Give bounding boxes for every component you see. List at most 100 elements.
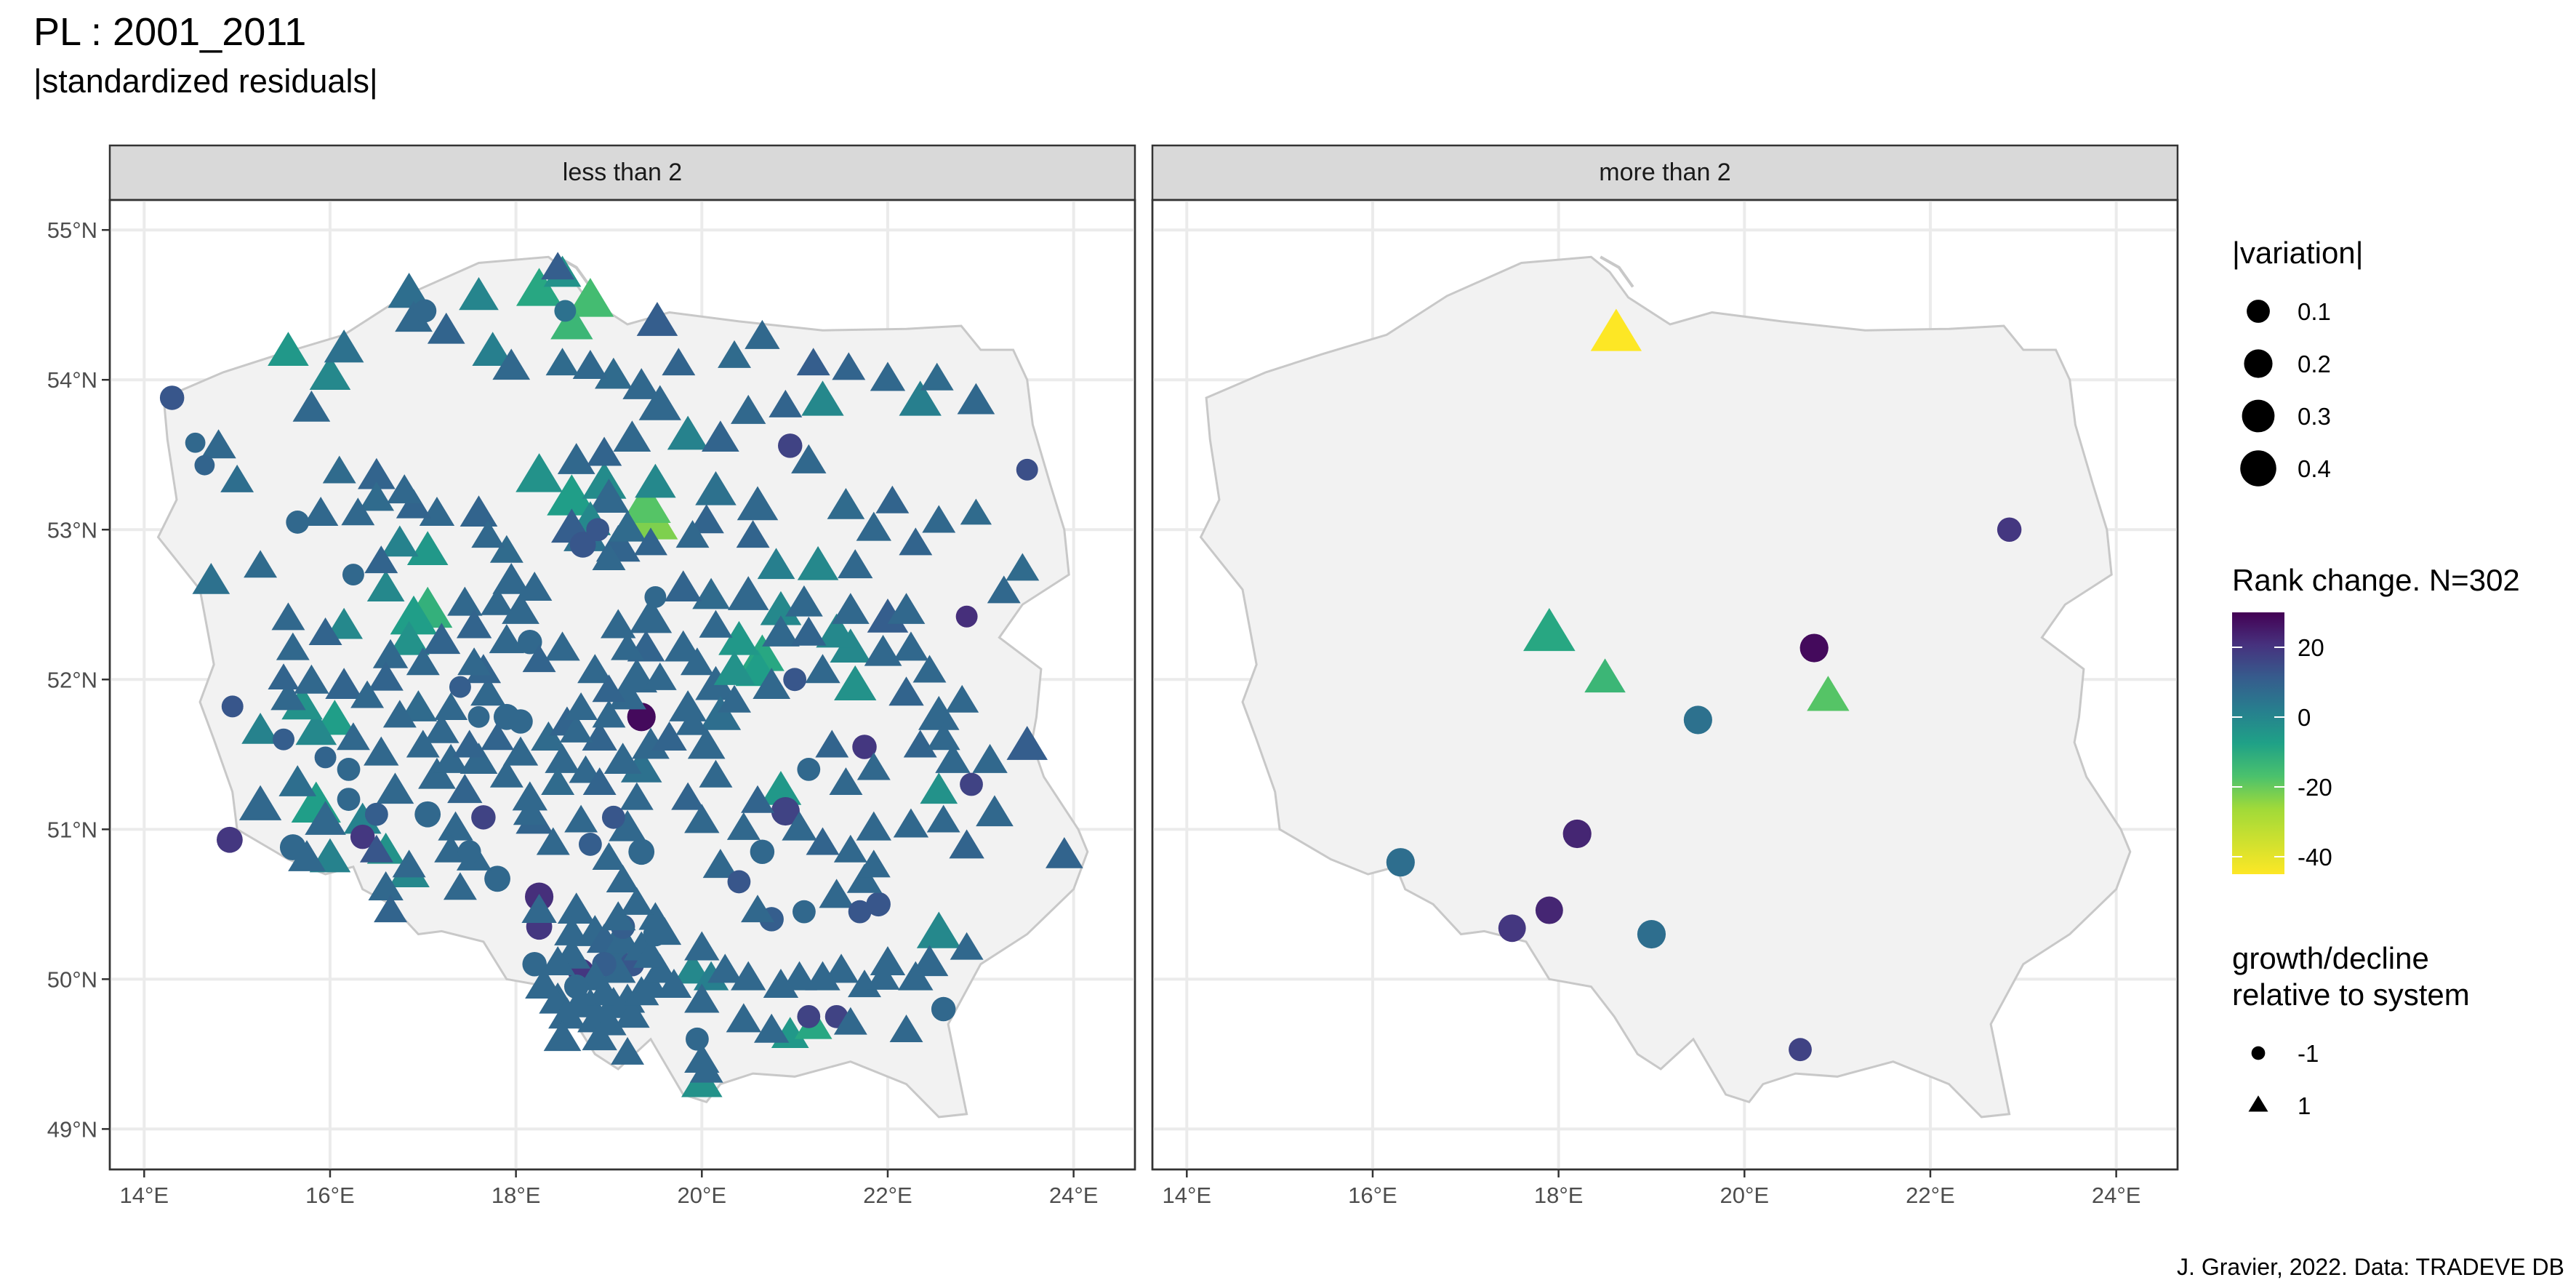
size-legend-symbol xyxy=(2247,300,2270,323)
city-marker-triangle xyxy=(726,812,761,840)
city-marker-circle xyxy=(484,865,510,892)
size-legend-label: 0.3 xyxy=(2298,403,2331,430)
city-marker-triangle xyxy=(1584,658,1626,693)
city-marker-triangle xyxy=(753,668,791,699)
city-marker-triangle xyxy=(358,457,396,489)
shape-legend-title-line2: relative to system xyxy=(2232,977,2470,1012)
city-marker-triangle xyxy=(888,676,924,706)
city-marker-triangle xyxy=(796,348,830,376)
city-marker-triangle xyxy=(823,953,859,983)
city-marker-triangle xyxy=(899,380,942,416)
city-marker-circle xyxy=(771,797,800,826)
city-marker-circle xyxy=(578,833,602,856)
city-marker-triangle xyxy=(695,471,737,505)
size-legend: |variation| 0.1 0.2 0.3 0.4 xyxy=(2232,236,2364,487)
city-marker-triangle xyxy=(481,587,515,615)
size-legend-symbol xyxy=(2242,399,2275,433)
city-marker-triangle xyxy=(736,520,770,548)
city-marker-triangle xyxy=(1045,837,1083,868)
city-marker-triangle xyxy=(898,961,934,991)
city-marker-triangle xyxy=(987,575,1021,604)
city-marker-triangle xyxy=(760,591,802,625)
city-marker-triangle xyxy=(396,489,432,519)
city-marker-triangle xyxy=(424,713,460,743)
city-marker-triangle xyxy=(382,700,417,728)
city-marker-triangle xyxy=(926,804,960,833)
y-axis: 55°N 54°N 53°N 52°N 51°N 50°N 49°N xyxy=(47,217,110,1142)
city-marker-triangle xyxy=(471,520,505,548)
city-marker-triangle xyxy=(801,380,844,416)
panel-more-than-2: more than 2 14°E 16°E 18°E 20°E 22°E 24°E xyxy=(1151,144,2179,1208)
city-marker-triangle xyxy=(543,1020,582,1052)
x-tick-label: 22°E xyxy=(863,1183,912,1208)
city-marker-triangle xyxy=(281,685,323,720)
city-marker-triangle xyxy=(834,665,877,701)
city-marker-triangle xyxy=(586,976,622,1006)
hel-peninsula xyxy=(1600,255,1634,288)
city-marker-circle xyxy=(1799,633,1829,663)
city-marker-triangle xyxy=(545,743,580,773)
city-marker-triangle xyxy=(815,729,849,758)
size-legend-title: |variation| xyxy=(2232,236,2364,270)
city-marker-triangle xyxy=(548,997,586,1029)
city-marker-circle xyxy=(783,668,807,692)
city-marker-triangle xyxy=(976,795,1014,827)
city-marker-circle xyxy=(286,511,310,534)
x-tick-label: 22°E xyxy=(1906,1183,1955,1208)
city-marker-circle xyxy=(777,433,803,458)
city-marker-triangle xyxy=(731,394,766,424)
city-marker-triangle xyxy=(609,809,646,841)
city-marker-circle xyxy=(337,788,361,812)
city-marker-circle xyxy=(342,564,364,586)
city-marker-triangle xyxy=(741,895,774,923)
city-marker-triangle xyxy=(664,570,702,602)
city-marker-triangle xyxy=(390,595,438,635)
city-marker-triangle xyxy=(916,911,961,948)
city-marker-triangle xyxy=(960,498,992,525)
city-marker-triangle xyxy=(702,420,739,452)
city-marker-triangle xyxy=(664,630,702,662)
city-marker-triangle xyxy=(457,647,491,676)
caption: J. Gravier, 2022. Data: TRADEVE DB xyxy=(2177,1254,2564,1280)
city-marker-triangle xyxy=(601,901,636,931)
city-marker-triangle xyxy=(856,752,891,780)
city-marker-triangle xyxy=(635,463,676,498)
city-marker-circle xyxy=(627,703,656,732)
city-marker-circle xyxy=(364,802,388,826)
city-marker-triangle xyxy=(388,620,430,655)
city-marker-triangle xyxy=(427,312,465,344)
city-marker-triangle xyxy=(566,278,614,317)
city-marker-triangle xyxy=(1590,308,1642,351)
city-marker-circle xyxy=(686,1027,709,1051)
city-marker-triangle xyxy=(945,684,979,713)
city-marker-triangle xyxy=(358,481,395,511)
city-marker-triangle xyxy=(684,804,720,833)
city-marker-triangle xyxy=(912,655,947,683)
city-marker-triangle xyxy=(633,938,669,968)
city-marker-triangle xyxy=(492,348,531,380)
city-marker-triangle xyxy=(447,586,483,616)
city-marker-triangle xyxy=(592,700,626,728)
city-marker-triangle xyxy=(380,525,419,557)
city-marker-triangle xyxy=(350,680,385,708)
city-marker-triangle xyxy=(489,624,525,654)
city-marker-triangle xyxy=(268,332,309,367)
city-marker-triangle xyxy=(680,647,714,676)
city-marker-triangle xyxy=(693,961,729,991)
panel-strip-label: more than 2 xyxy=(1599,159,1730,186)
size-legend-symbol xyxy=(2240,450,2276,487)
city-marker-triangle xyxy=(757,548,795,580)
city-marker-circle xyxy=(468,705,490,728)
city-marker-triangle xyxy=(271,602,305,631)
city-marker-triangle xyxy=(727,576,769,610)
x-tick-label: 24°E xyxy=(2092,1183,2141,1208)
city-marker-triangle xyxy=(592,842,626,871)
panel-frame xyxy=(108,199,1136,1171)
city-marker-triangle xyxy=(325,607,363,639)
city-marker-triangle xyxy=(741,785,774,813)
city-marker-triangle xyxy=(846,863,883,893)
city-marker-triangle xyxy=(949,829,984,859)
x-tick-label: 16°E xyxy=(1348,1183,1397,1208)
city-marker-triangle xyxy=(343,802,382,834)
